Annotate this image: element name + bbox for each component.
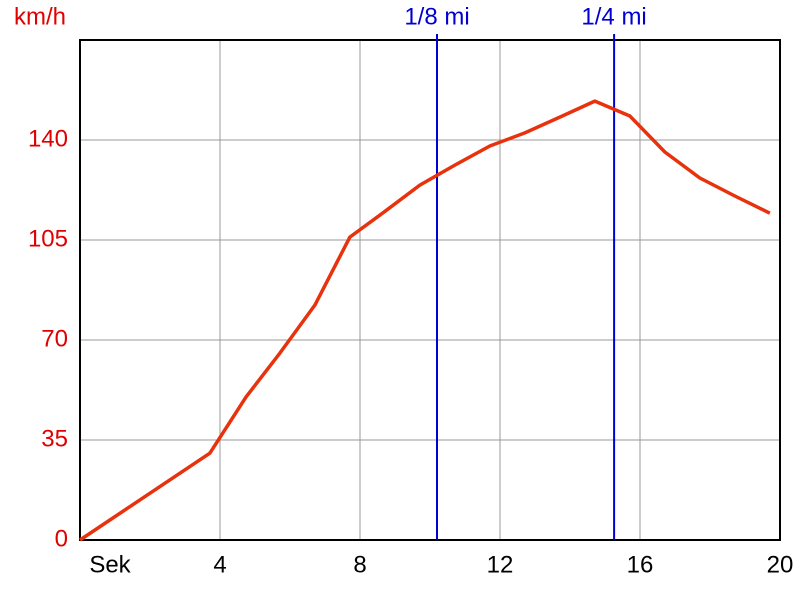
- x-tick-label: 4: [213, 551, 226, 578]
- y-tick-label: 0: [55, 525, 68, 552]
- x-tick-label: Sek: [89, 551, 131, 578]
- x-tick-label: 20: [767, 551, 794, 578]
- data-line: [79, 99, 771, 542]
- plot-frame: [79, 39, 781, 541]
- y-axis-label: km/h: [14, 3, 66, 30]
- x-tick-label: 16: [627, 551, 654, 578]
- y-tick-label: 140: [28, 125, 68, 152]
- marker-label: 1/8 mi: [404, 3, 469, 30]
- x-tick-label: 8: [353, 551, 366, 578]
- y-tick-label: 105: [28, 225, 68, 252]
- y-tick-label: 35: [41, 425, 68, 452]
- y-tick-label: 70: [41, 325, 68, 352]
- x-tick-label: 12: [487, 551, 514, 578]
- marker-label: 1/4 mi: [581, 3, 646, 30]
